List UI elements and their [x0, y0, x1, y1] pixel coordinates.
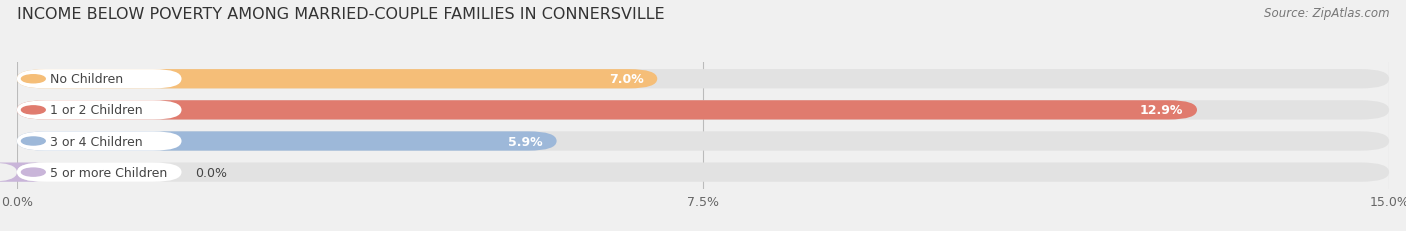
- FancyBboxPatch shape: [17, 101, 1197, 120]
- Text: 1 or 2 Children: 1 or 2 Children: [49, 104, 142, 117]
- FancyBboxPatch shape: [0, 163, 45, 182]
- FancyBboxPatch shape: [17, 132, 1389, 151]
- Text: 3 or 4 Children: 3 or 4 Children: [49, 135, 142, 148]
- FancyBboxPatch shape: [17, 132, 557, 151]
- FancyBboxPatch shape: [17, 163, 181, 182]
- Text: 5.9%: 5.9%: [509, 135, 543, 148]
- Text: Source: ZipAtlas.com: Source: ZipAtlas.com: [1264, 7, 1389, 20]
- Text: 7.0%: 7.0%: [609, 73, 644, 86]
- FancyBboxPatch shape: [17, 132, 181, 151]
- FancyBboxPatch shape: [17, 70, 1389, 89]
- Text: 12.9%: 12.9%: [1140, 104, 1184, 117]
- FancyBboxPatch shape: [17, 163, 1389, 182]
- Circle shape: [21, 75, 45, 83]
- Circle shape: [21, 106, 45, 114]
- FancyBboxPatch shape: [17, 101, 181, 120]
- Text: INCOME BELOW POVERTY AMONG MARRIED-COUPLE FAMILIES IN CONNERSVILLE: INCOME BELOW POVERTY AMONG MARRIED-COUPL…: [17, 7, 665, 22]
- Circle shape: [21, 168, 45, 176]
- FancyBboxPatch shape: [17, 70, 181, 89]
- FancyBboxPatch shape: [17, 101, 1389, 120]
- FancyBboxPatch shape: [17, 70, 657, 89]
- Circle shape: [21, 137, 45, 146]
- Text: 0.0%: 0.0%: [195, 166, 228, 179]
- Text: 5 or more Children: 5 or more Children: [49, 166, 167, 179]
- Text: No Children: No Children: [49, 73, 122, 86]
